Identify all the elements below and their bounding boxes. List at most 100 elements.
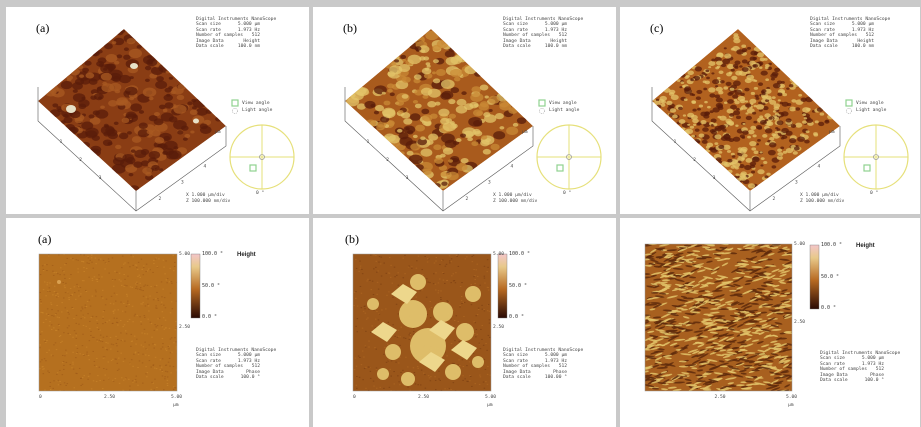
metadata-value: Phase <box>553 369 567 375</box>
metadata-key: Scan rate <box>503 27 528 33</box>
svg-text:2: 2 <box>159 196 162 202</box>
svg-text:4: 4 <box>511 163 514 169</box>
metadata-value: 512 <box>558 364 567 370</box>
metadata-value: 1.973 Hz <box>237 27 260 33</box>
y-axis-mid: 2.50 <box>493 324 505 330</box>
metadata-row: Number of samples 512 <box>503 364 583 369</box>
view-angle-label: View angle <box>856 101 884 106</box>
metadata-value: 100.00 ° <box>544 375 567 381</box>
metadata-value: 1.973 Hz <box>237 358 260 364</box>
panel-bottom-c: 100.0 ° 50.0 ° 0.0 ° Height 5.00 2.50 2.50 5.00… <box>620 218 920 427</box>
metadata-key: Number of samples <box>196 364 244 370</box>
metadata-row: Image Data Height <box>503 39 583 44</box>
y-axis-mid: 2.50 <box>794 319 806 325</box>
dial-angle: 0 ° <box>870 191 879 196</box>
x-axis-tick: 2.50 <box>104 395 116 400</box>
metadata-value: Phase <box>246 369 260 375</box>
axis-unit: µm <box>215 130 221 135</box>
svg-text:4: 4 <box>204 163 207 169</box>
metadata-row: Scan rate 1.973 Hz <box>196 359 276 364</box>
metadata-key: Number of samples <box>503 33 551 39</box>
panel-label: (b) <box>345 232 359 246</box>
colorbar-mid: 50.0 ° <box>509 283 528 289</box>
metadata-row: Data scale 100.00 ° <box>503 375 583 380</box>
colorbar-min: 0.0 ° <box>509 314 525 320</box>
height-label: Height <box>237 252 256 258</box>
svg-text:2: 2 <box>773 196 776 202</box>
metadata-key: Scan size <box>810 22 835 28</box>
light-angle-label: Light angle <box>856 108 887 113</box>
z-scale: Z 100.000 nm/div <box>800 199 845 204</box>
y-axis-top: 5.00 <box>493 252 505 257</box>
y-axis-top: 5.00 <box>794 242 806 247</box>
metadata-row: Scan size 5.000 µm <box>196 353 276 358</box>
metadata-value: Height <box>857 38 874 44</box>
svg-text:3: 3 <box>99 175 102 181</box>
metadata-key: Scan rate <box>196 27 221 33</box>
metadata-row: Scan rate 1.973 Hz <box>810 28 890 33</box>
metadata-title: Digital Instruments NanoScope <box>810 17 891 22</box>
panel-label: (c) <box>650 21 664 35</box>
panel-label: (a) <box>38 232 52 246</box>
metadata-row: Data scale 100.0 ° <box>820 378 900 383</box>
metadata-value: 5.000 µm <box>544 353 567 359</box>
x-axis-unit: µm <box>487 403 493 408</box>
svg-text:1: 1 <box>60 139 63 145</box>
x-axis-unit: µm <box>173 403 179 408</box>
metadata-value: 5.000 µm <box>544 22 567 28</box>
surface-3d-render: 1 2 2 3 3 4 <box>37 29 295 212</box>
metadata-row: Scan size 5.000 µm <box>503 353 583 358</box>
metadata-key: Image Data <box>820 372 848 378</box>
y-axis-top: 5.00 <box>179 252 191 257</box>
panel-top-a: (a) Digital Instruments NanoScope Scan siz… <box>6 7 309 214</box>
metadata-key: Number of samples <box>810 33 858 39</box>
metadata-value: 5.000 µm <box>237 22 260 28</box>
metadata-key: Scan rate <box>503 358 528 364</box>
svg-text:2: 2 <box>386 157 389 163</box>
metadata-row: Scan size 5.000 µm <box>503 22 583 27</box>
metadata-row: Scan rate 1.973 Hz <box>503 359 583 364</box>
metadata-key: Image Data <box>503 38 531 44</box>
y-axis-mid: 2.50 <box>179 324 191 330</box>
metadata-row: Image Data Phase <box>820 373 900 378</box>
x-axis-tick: 5.00 <box>485 395 497 400</box>
colorbar-max: 100.0 ° <box>821 242 843 248</box>
colorbar-min: 0.0 ° <box>821 305 837 311</box>
surface-3d-render: 1 2 2 3 3 4 <box>651 29 909 212</box>
metadata-key: Scan rate <box>820 361 845 367</box>
svg-text:3: 3 <box>181 180 184 186</box>
x-scale: X 1.000 µm/div <box>493 193 532 198</box>
metadata-value: 5.000 µm <box>237 353 260 359</box>
metadata-value: Height <box>243 38 260 44</box>
metadata-value: 512 <box>251 364 260 370</box>
metadata-key: Data scale <box>503 375 531 381</box>
metadata-row: Number of samples 512 <box>503 33 583 38</box>
metadata-key: Number of samples <box>503 364 551 370</box>
metadata-row: Number of samples 512 <box>196 33 276 38</box>
metadata-key: Data scale <box>820 378 848 384</box>
scan-metadata: Digital Instruments NanoScope Scan size 5.… <box>820 351 900 383</box>
x-axis-tick: 2.50 <box>714 395 726 400</box>
svg-text:3: 3 <box>488 180 491 186</box>
metadata-key: Scan size <box>820 356 845 362</box>
x-axis-tick: 0 <box>353 395 356 400</box>
scan-metadata: Digital Instruments NanoScope Scan size 5.… <box>810 17 890 49</box>
panel-top-b: (b) Digital Instruments NanoScope Scan siz… <box>313 7 616 214</box>
metadata-value: 5.000 µm <box>851 22 874 28</box>
metadata-value: 5.000 µm <box>861 356 884 362</box>
metadata-row: Scan rate 1.973 Hz <box>820 362 900 367</box>
metadata-value: 100.0 ° <box>240 375 260 381</box>
metadata-row: Data scale 100.0 nm <box>196 44 276 49</box>
panel-label: (b) <box>343 21 357 35</box>
metadata-row: Number of samples 512 <box>196 364 276 369</box>
light-angle-label: Light angle <box>242 108 273 113</box>
panel-bottom-b: (b) 100.0 ° 50.0 ° 0.0 ° 5.00 2.50 0 2.50 5.00 µm… <box>313 218 616 427</box>
metadata-title: Digital Instruments NanoScope <box>196 348 277 353</box>
metadata-title: Digital Instruments NanoScope <box>820 351 901 356</box>
colorbar-max: 100.0 ° <box>202 251 224 257</box>
metadata-key: Data scale <box>196 44 224 50</box>
metadata-row: Image Data Phase <box>196 370 276 375</box>
metadata-title: Digital Instruments NanoScope <box>503 17 584 22</box>
metadata-row: Scan size 5.000 µm <box>820 356 900 361</box>
axis-unit: µm <box>522 130 528 135</box>
